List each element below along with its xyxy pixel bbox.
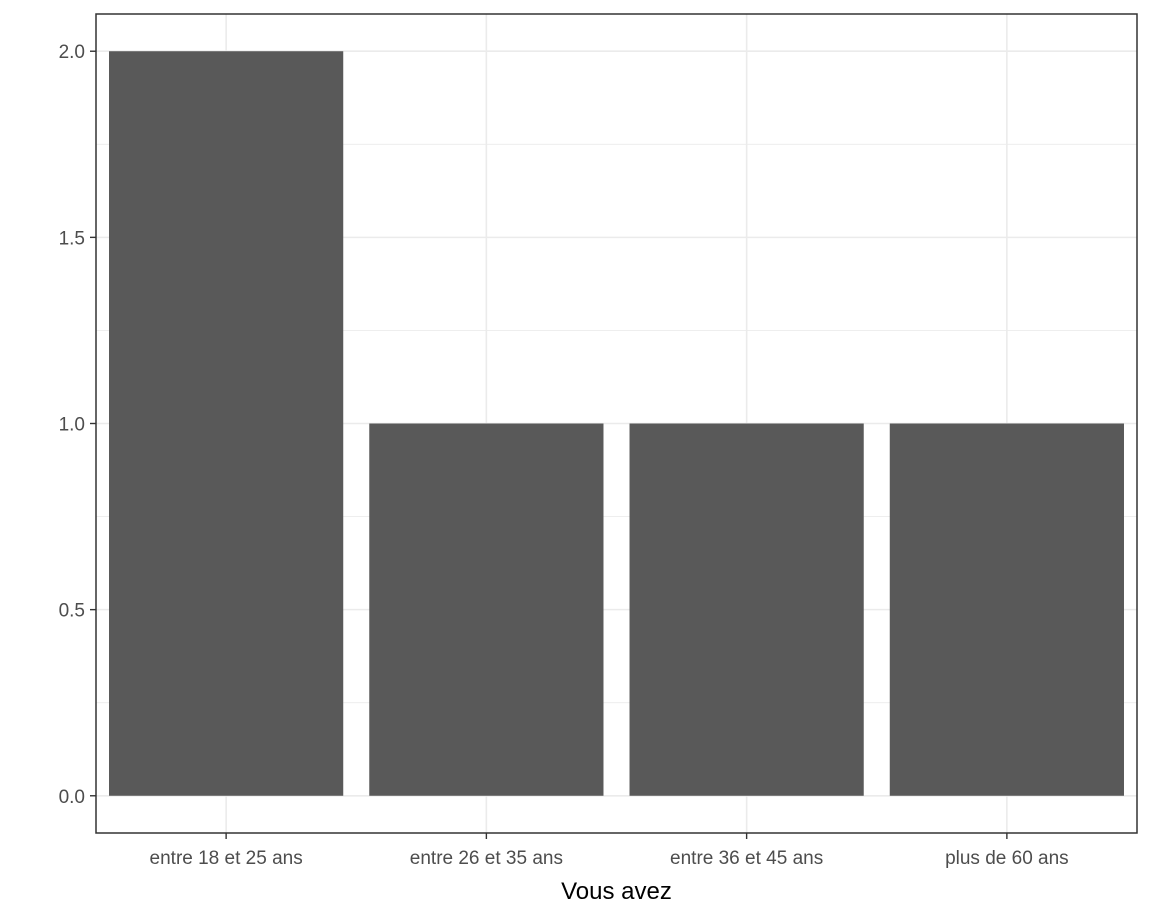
y-tick-label: 1.5: [59, 228, 85, 249]
y-tick-label: 2.0: [59, 42, 85, 63]
x-axis: entre 18 et 25 ans entre 26 et 35 ans entr…: [150, 833, 1069, 869]
x-axis-title: Vous avez: [561, 878, 672, 905]
y-tick-label: 1.0: [59, 415, 85, 436]
bars: [109, 51, 1124, 796]
x-tick-label: entre 26 et 35 ans: [410, 848, 563, 869]
bar: [109, 51, 344, 796]
y-tick-label: 0.0: [59, 787, 85, 808]
bar: [889, 423, 1124, 796]
x-tick-label: entre 18 et 25 ans: [150, 848, 303, 869]
y-tick-label: 0.5: [59, 601, 85, 622]
x-tick-label: plus de 60 ans: [945, 848, 1069, 869]
x-tick-label: entre 36 et 45 ans: [670, 848, 823, 869]
bar: [629, 423, 864, 796]
y-axis: 0.0 0.5 1.0 1.5 2.0: [59, 42, 96, 808]
bar: [369, 423, 604, 796]
